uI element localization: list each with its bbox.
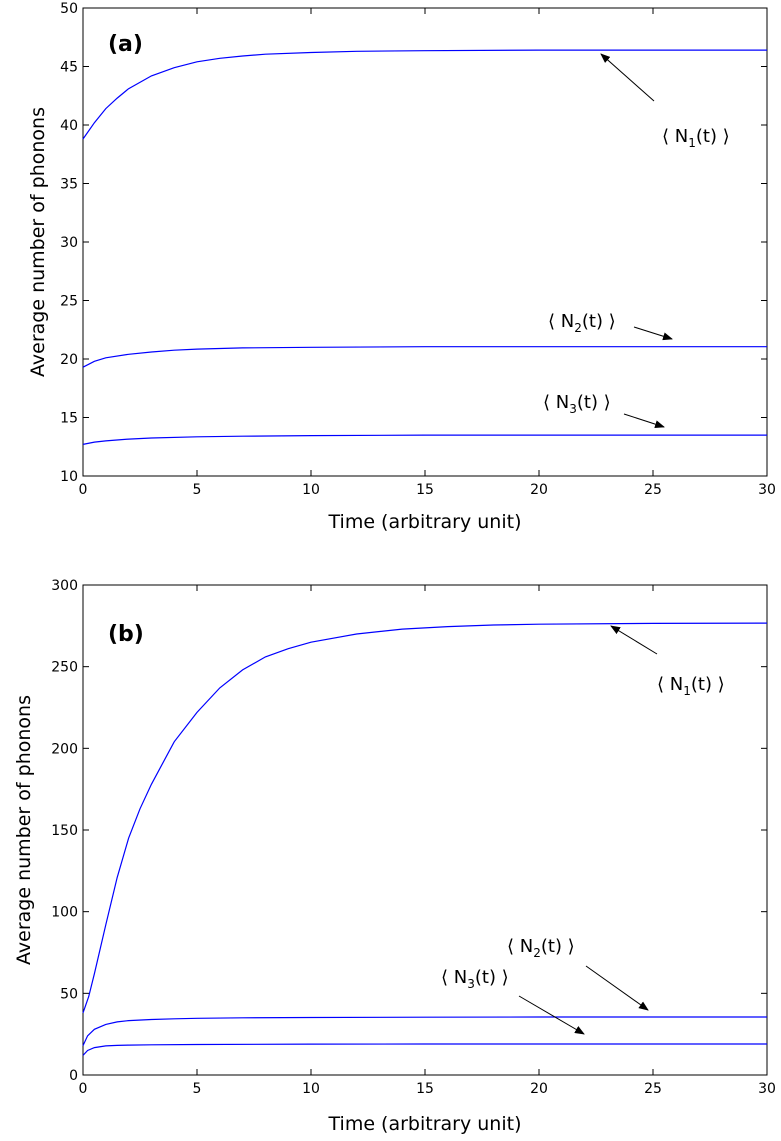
x-tick-label: 0	[79, 482, 88, 498]
annotation-arrow-N2	[585, 965, 649, 1011]
series-line-N3	[82, 1043, 767, 1056]
series-annotation-N1: ⟨ N1(t) ⟩	[657, 674, 725, 698]
x-tick-label: 5	[193, 1081, 202, 1097]
y-axis-label: Average number of phonons	[27, 107, 49, 377]
y-tick-label: 40	[60, 118, 78, 134]
y-tick-label: 150	[51, 823, 78, 839]
y-tick-label: 50	[60, 986, 78, 1002]
y-tick-label: 20	[60, 352, 78, 368]
annotation-pre: ⟨ N	[548, 311, 574, 332]
annotation-pre: ⟨ N	[507, 936, 533, 957]
x-tick-label: 20	[530, 1081, 548, 1097]
annotation-arrow-N1	[610, 625, 658, 655]
x-tick-label: 25	[644, 1081, 662, 1097]
x-tick-label: 30	[758, 482, 776, 498]
series-line-N3	[82, 434, 767, 445]
y-tick-label: 35	[60, 177, 78, 193]
plot-frame	[82, 7, 768, 477]
x-tick-label: 10	[302, 482, 320, 498]
annotation-sub: 2	[533, 946, 541, 960]
annotation-sub: 3	[569, 402, 577, 416]
plot-frame	[82, 584, 768, 1076]
series-annotation-N2: ⟨ N2(t) ⟩	[507, 936, 575, 960]
x-tick-label: 15	[416, 1081, 434, 1097]
annotation-pre: ⟨ N	[662, 126, 688, 147]
series-annotation-N1: ⟨ N1(t) ⟩	[662, 126, 730, 150]
series-line-N1	[82, 622, 768, 1014]
series-annotation-N3: ⟨ N3(t) ⟩	[441, 967, 509, 991]
x-tick-label: 30	[758, 1081, 776, 1097]
x-tick-label: 20	[530, 482, 548, 498]
y-tick-label: 250	[51, 660, 78, 676]
panel-label: (a)	[108, 32, 143, 57]
y-tick-label: 45	[60, 60, 78, 76]
y-tick-label: 15	[60, 411, 78, 427]
series-annotation-N3: ⟨ N3(t) ⟩	[543, 392, 611, 416]
series-line-N2	[82, 1016, 767, 1046]
x-tick-label: 10	[302, 1081, 320, 1097]
annotation-sub: 2	[574, 321, 582, 335]
y-tick-label: 300	[51, 578, 78, 594]
series-annotation-N2: ⟨ N2(t) ⟩	[548, 311, 616, 335]
y-tick-label: 25	[60, 294, 78, 310]
annotation-pre: ⟨ N	[441, 967, 467, 988]
annotation-arrow-N1	[600, 53, 655, 102]
annotation-arrow-N3	[623, 413, 665, 429]
annotation-arrow-N3	[518, 995, 585, 1035]
y-axis-label: Average number of phonons	[13, 695, 35, 965]
y-tick-label: 0	[69, 1068, 78, 1084]
series-line-N1	[82, 49, 767, 140]
x-tick-label: 0	[79, 1081, 88, 1097]
annotation-post: (t) ⟩	[577, 392, 611, 413]
annotation-pre: ⟨ N	[657, 674, 683, 695]
annotation-post: (t) ⟩	[691, 674, 725, 695]
annotation-post: (t) ⟩	[475, 967, 509, 988]
y-tick-label: 100	[51, 905, 78, 921]
x-axis-label: Time (arbitrary unit)	[328, 511, 522, 533]
annotation-pre: ⟨ N	[543, 392, 569, 413]
annotation-sub: 1	[683, 684, 691, 698]
y-tick-label: 200	[51, 741, 78, 757]
x-tick-label: 5	[193, 482, 202, 498]
y-tick-label: 30	[60, 235, 78, 251]
x-tick-label: 15	[416, 482, 434, 498]
panel-label: (b)	[108, 622, 144, 647]
annotation-post: (t) ⟩	[582, 311, 616, 332]
x-tick-label: 25	[644, 482, 662, 498]
annotation-sub: 3	[467, 977, 475, 991]
annotation-sub: 1	[688, 136, 696, 150]
annotation-arrow-N2	[633, 326, 673, 341]
x-axis-label: Time (arbitrary unit)	[328, 1113, 522, 1135]
y-tick-label: 10	[60, 469, 78, 485]
annotation-post: (t) ⟩	[696, 126, 730, 147]
panel-a: 0 5 10 15 20 25 30 10 15 20 25 30 35 40 45 50 Time (arbi…	[27, 1, 776, 533]
y-tick-label: 50	[60, 1, 78, 17]
series-line-N2	[82, 346, 767, 368]
annotation-post: (t) ⟩	[541, 936, 575, 957]
